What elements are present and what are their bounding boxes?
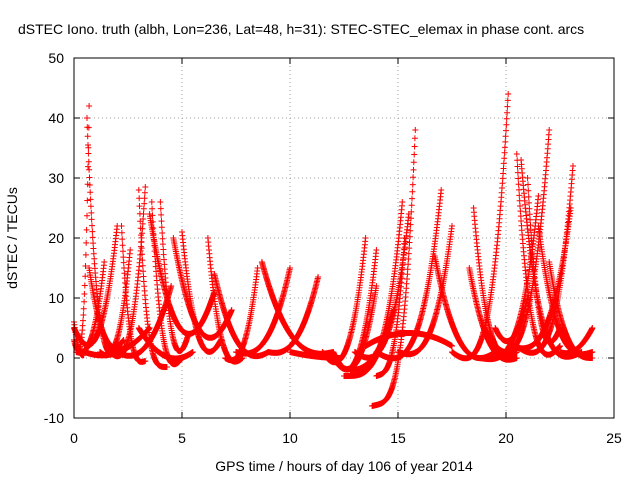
y-tick-label: 40 (48, 110, 64, 126)
x-tick-label: 0 (70, 430, 78, 446)
y-tick-label: 30 (48, 170, 64, 186)
axis-ticks: 0 5 10 15 20 25 -10 0 10 20 30 40 50 (44, 50, 622, 446)
data-arc (492, 295, 531, 345)
data-arc (362, 330, 455, 349)
data-point-markers (362, 330, 455, 349)
y-tick-label: 20 (48, 230, 64, 246)
data-arc (135, 325, 196, 362)
data-arc (395, 223, 455, 358)
y-tick-label: -10 (44, 410, 64, 426)
data-arc (524, 175, 563, 345)
x-tick-label: 25 (606, 430, 622, 446)
data-point-markers (557, 325, 596, 357)
data-point-markers (258, 259, 337, 357)
y-tick-label: 0 (56, 350, 64, 366)
data-points (71, 91, 596, 409)
data-arc (449, 91, 512, 362)
data-arc (369, 127, 419, 409)
data-arc (157, 199, 192, 355)
y-tick-label: 10 (48, 290, 64, 306)
data-point-markers (449, 91, 512, 362)
data-point-markers (265, 274, 322, 356)
y-tick-label: 50 (48, 50, 64, 66)
data-arc (265, 274, 322, 356)
data-point-markers (157, 199, 192, 355)
x-tick-label: 20 (498, 430, 514, 446)
data-arc (258, 259, 337, 357)
x-axis-label: GPS time / hours of day 106 of year 2014 (215, 458, 473, 474)
data-point-markers (369, 127, 419, 409)
data-arc (557, 325, 596, 357)
data-arc (148, 199, 185, 368)
x-tick-label: 15 (390, 430, 406, 446)
data-point-markers (114, 283, 175, 359)
x-tick-label: 5 (178, 430, 186, 446)
data-point-markers (148, 199, 185, 368)
data-point-markers (524, 175, 563, 345)
chart-title: dSTEC Iono. truth (albh, Lon=236, Lat=48… (18, 21, 584, 37)
data-point-markers (135, 325, 196, 362)
y-axis-label: dSTEC / TECUs (4, 187, 20, 289)
data-point-markers (492, 295, 531, 345)
x-tick-label: 10 (282, 430, 298, 446)
data-point-markers (395, 223, 455, 358)
data-arc (114, 283, 175, 359)
